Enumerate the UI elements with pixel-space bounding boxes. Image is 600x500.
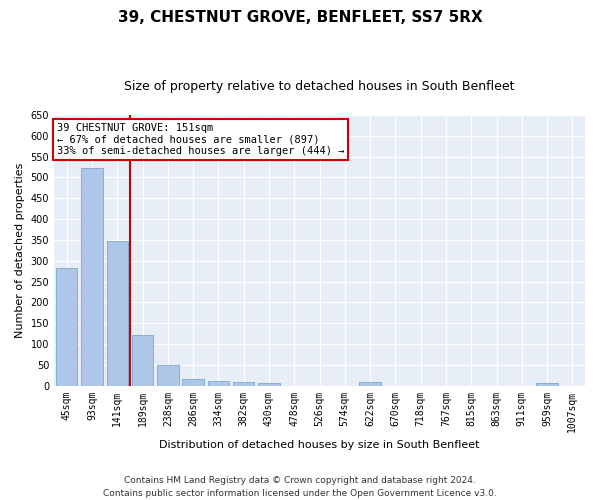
Text: 39, CHESTNUT GROVE, BENFLEET, SS7 5RX: 39, CHESTNUT GROVE, BENFLEET, SS7 5RX (118, 10, 482, 25)
Bar (233, 382, 254, 386)
Bar (81, 168, 103, 386)
Text: 39 CHESTNUT GROVE: 151sqm
← 67% of detached houses are smaller (897)
33% of semi: 39 CHESTNUT GROVE: 151sqm ← 67% of detac… (56, 123, 344, 156)
X-axis label: Distribution of detached houses by size in South Benfleet: Distribution of detached houses by size … (159, 440, 480, 450)
Bar (536, 383, 558, 386)
Text: Contains HM Land Registry data © Crown copyright and database right 2024.
Contai: Contains HM Land Registry data © Crown c… (103, 476, 497, 498)
Bar (182, 378, 204, 386)
Bar (359, 382, 381, 386)
Bar (258, 383, 280, 386)
Bar (107, 241, 128, 386)
Y-axis label: Number of detached properties: Number of detached properties (15, 162, 25, 338)
Bar (56, 268, 77, 386)
Bar (208, 381, 229, 386)
Bar (132, 335, 153, 386)
Title: Size of property relative to detached houses in South Benfleet: Size of property relative to detached ho… (124, 80, 515, 93)
Bar (157, 366, 179, 386)
